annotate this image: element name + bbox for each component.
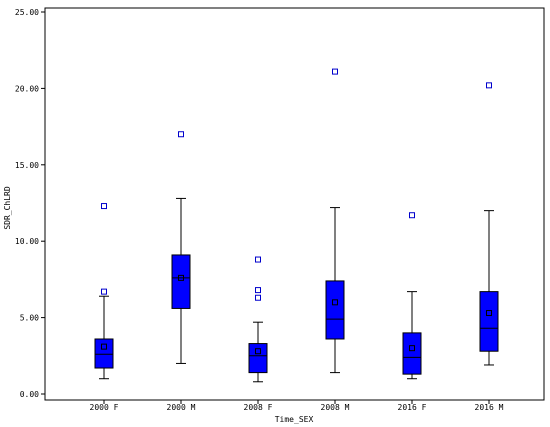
iqr-box xyxy=(325,280,345,340)
x-axis: 2000 F 2000 M 2008 F 2008 M 2016 F 2016 M xyxy=(90,400,504,412)
x-tick-label: 2000 M xyxy=(167,403,196,412)
box-group xyxy=(402,212,422,380)
outlier-point xyxy=(101,288,107,295)
outlier-point xyxy=(101,203,107,210)
box-group xyxy=(94,203,114,380)
outlier-point xyxy=(255,256,261,263)
outlier-point xyxy=(178,131,184,138)
x-axis-title: Time_SEX xyxy=(275,415,314,424)
mean-marker xyxy=(101,343,107,350)
outlier-point xyxy=(255,294,261,301)
y-axis: 0.00 5.00 10.00 15.00 20.00 25.00 xyxy=(15,8,45,399)
y-tick-label: 10.00 xyxy=(15,237,39,246)
x-tick-label: 2016 M xyxy=(475,403,504,412)
iqr-box xyxy=(94,338,114,369)
y-tick-label: 20.00 xyxy=(15,84,39,93)
outlier-point xyxy=(486,82,492,89)
iqr-box xyxy=(479,291,499,352)
mean-marker xyxy=(486,310,492,317)
boxes-group xyxy=(94,68,499,383)
y-tick-label: 5.00 xyxy=(20,314,39,323)
y-tick-label: 15.00 xyxy=(15,161,39,170)
x-tick-label: 2008 F xyxy=(244,403,273,412)
box-group xyxy=(325,68,345,374)
iqr-box xyxy=(402,332,422,375)
x-tick-label: 2000 F xyxy=(90,403,119,412)
outlier-point xyxy=(409,212,415,219)
y-tick-label: 0.00 xyxy=(20,390,39,399)
x-tick-label: 2008 M xyxy=(321,403,350,412)
mean-marker xyxy=(332,299,338,306)
box-group xyxy=(248,256,268,383)
y-axis-title: SDR_ChLRD xyxy=(3,186,12,230)
plot-frame xyxy=(44,7,545,401)
box-group xyxy=(171,131,191,364)
box-group xyxy=(479,82,499,366)
mean-marker xyxy=(409,345,415,352)
outlier-point xyxy=(332,68,338,75)
mean-marker xyxy=(178,274,184,281)
x-tick-label: 2016 F xyxy=(398,403,427,412)
iqr-box xyxy=(248,343,268,374)
iqr-box xyxy=(171,254,191,309)
mean-marker xyxy=(255,348,261,355)
y-tick-label: 25.00 xyxy=(15,8,39,17)
outlier-point xyxy=(255,287,261,294)
